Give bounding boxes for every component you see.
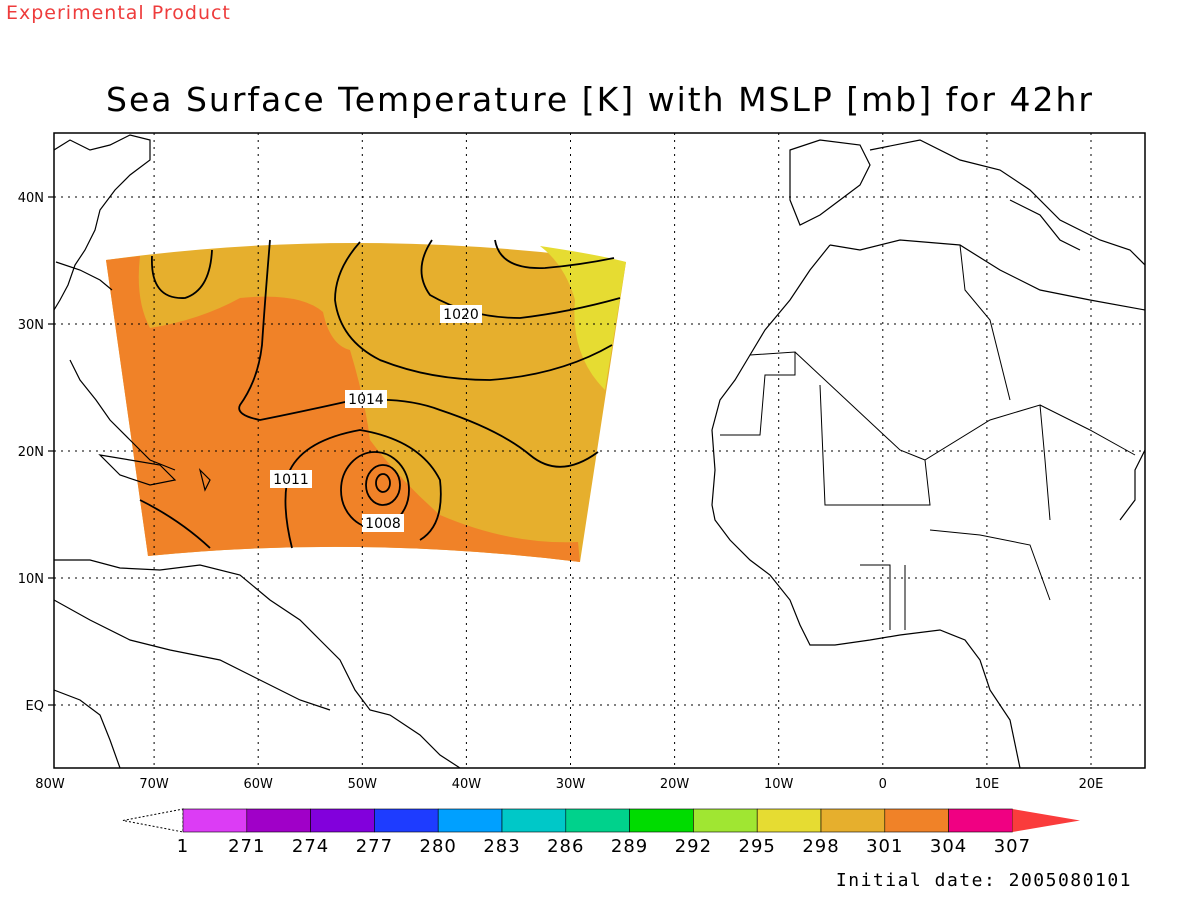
contour-label-box-1014 xyxy=(345,390,387,408)
experimental-product-label: Experimental Product xyxy=(6,2,231,24)
south-america-coast xyxy=(54,559,461,768)
colorbar-swatch xyxy=(629,808,694,833)
initial-date: Initial date: 2005080101 xyxy=(835,870,1132,891)
lon-tick-label: 70W xyxy=(139,777,169,792)
colorbar-swatch xyxy=(565,808,630,833)
lat-tick-label: 40N xyxy=(18,191,44,206)
lat-tick-label: EQ xyxy=(26,699,44,714)
lat-tick-label: 20N xyxy=(18,445,44,460)
country-borders xyxy=(720,244,1136,630)
colorbar-swatch xyxy=(374,808,439,833)
border-nigeria xyxy=(929,529,1051,601)
sst-band-295-298 xyxy=(540,246,626,390)
lon-tick-label: 30W xyxy=(556,777,586,792)
africa-east-edge xyxy=(1119,449,1145,521)
contour-label-1011: 1011 xyxy=(273,472,309,488)
colorbar-label: 286 xyxy=(547,836,584,857)
lon-tick-label: 50W xyxy=(348,777,378,792)
contour-label-1014: 1014 xyxy=(348,392,384,408)
colorbar-swatch xyxy=(310,808,375,833)
hispaniola xyxy=(98,454,177,486)
colorbar-swatch xyxy=(820,808,886,833)
colorbar-swatch xyxy=(884,808,949,833)
north-africa-coast xyxy=(829,239,1145,311)
west-africa-coast xyxy=(711,244,1021,768)
mslp-contour-1008-mid xyxy=(365,464,401,506)
lon-tick-label: 20E xyxy=(1079,777,1104,792)
bahamas-islands xyxy=(69,359,176,471)
lon-tick-label: 10E xyxy=(975,777,1000,792)
latitude-axis: 40N 30N 20N 10N EQ xyxy=(18,191,54,714)
iberia xyxy=(789,139,871,226)
colorbar-label: 283 xyxy=(483,836,520,857)
lat-tick-label: 10N xyxy=(18,572,44,587)
border-algeria-tunisia xyxy=(959,244,1011,401)
south-america-border xyxy=(54,599,331,711)
south-america-interior xyxy=(54,689,121,768)
mslp-contour-1017 xyxy=(334,241,613,381)
chart-title: Sea Surface Temperature [K] with MSLP [m… xyxy=(106,80,1094,119)
colorbar-label: 277 xyxy=(356,836,393,857)
lon-tick-label: 0 xyxy=(879,777,887,792)
southern-europe-coast xyxy=(869,139,1145,266)
north-america-coast xyxy=(54,134,151,311)
mslp-contour-1008-inner xyxy=(375,473,391,493)
colorbar-label: 298 xyxy=(802,836,839,857)
lon-tick-label: 60W xyxy=(243,777,273,792)
map-plot-area: 1020 1014 1011 1008 xyxy=(54,134,1145,768)
colorbar-label: 289 xyxy=(611,836,648,857)
contour-label-box-1008 xyxy=(362,514,404,532)
us-east-coast xyxy=(55,261,113,291)
colorbar-label: 301 xyxy=(866,836,903,857)
lon-tick-label: 40W xyxy=(452,777,482,792)
lon-tick-label: 80W xyxy=(35,777,65,792)
graticule xyxy=(54,133,1145,768)
contour-labels: 1020 1014 1011 1008 xyxy=(270,305,482,532)
mslp-contour-sw xyxy=(139,499,211,549)
colorbar-swatch xyxy=(756,808,822,833)
colorbar-swatch xyxy=(948,808,1013,833)
mslp-contour-1020 xyxy=(420,239,621,319)
colorbar-swatch xyxy=(246,808,311,833)
puerto-rico xyxy=(198,468,211,492)
border-niger-libya xyxy=(1039,404,1136,456)
mslp-contour-a xyxy=(151,249,213,299)
contour-label-1020: 1020 xyxy=(443,307,479,323)
colorbar-label: 1 xyxy=(177,836,189,857)
mslp-contour-1023 xyxy=(494,239,615,269)
mslp-contour-1014 xyxy=(238,239,599,468)
border-ghana xyxy=(860,564,891,630)
colorbar-label: 292 xyxy=(675,836,712,857)
border-western-sahara xyxy=(720,351,796,436)
colorbar-over-arrow xyxy=(1012,809,1080,832)
colorbar-swatch xyxy=(437,808,503,833)
contour-label-1008: 1008 xyxy=(365,516,401,532)
contour-label-box-1020 xyxy=(440,305,482,323)
colorbar-label: 304 xyxy=(930,836,967,857)
colorbar-label: 295 xyxy=(739,836,776,857)
sst-band-301-304 xyxy=(106,256,580,562)
colorbar-under-arrow xyxy=(122,808,184,833)
colorbar-label: 307 xyxy=(994,836,1031,857)
coastlines xyxy=(54,134,1145,768)
colorbar-label: 280 xyxy=(420,836,457,857)
colorbar-label: 274 xyxy=(292,836,329,857)
colorbar-swatch xyxy=(501,808,567,833)
longitude-axis: 80W 70W 60W 50W 40W 30W 20W 10W 0 10E 20E xyxy=(35,777,1103,792)
lon-tick-label: 20W xyxy=(660,777,690,792)
colorbar-swatch xyxy=(182,808,248,833)
border-mauritania xyxy=(794,351,926,461)
contour-label-box-1011 xyxy=(270,470,312,488)
colorbar-swatch xyxy=(693,808,758,833)
lat-tick-label: 30N xyxy=(18,318,44,333)
lon-tick-label: 10W xyxy=(764,777,794,792)
italy xyxy=(1009,199,1081,251)
border-mali-algeria xyxy=(819,384,1051,521)
colorbar: 1 271 274 277 280 283 286 289 292 295 298 301 304 307 xyxy=(122,808,1080,857)
colorbar-label: 271 xyxy=(228,836,265,857)
